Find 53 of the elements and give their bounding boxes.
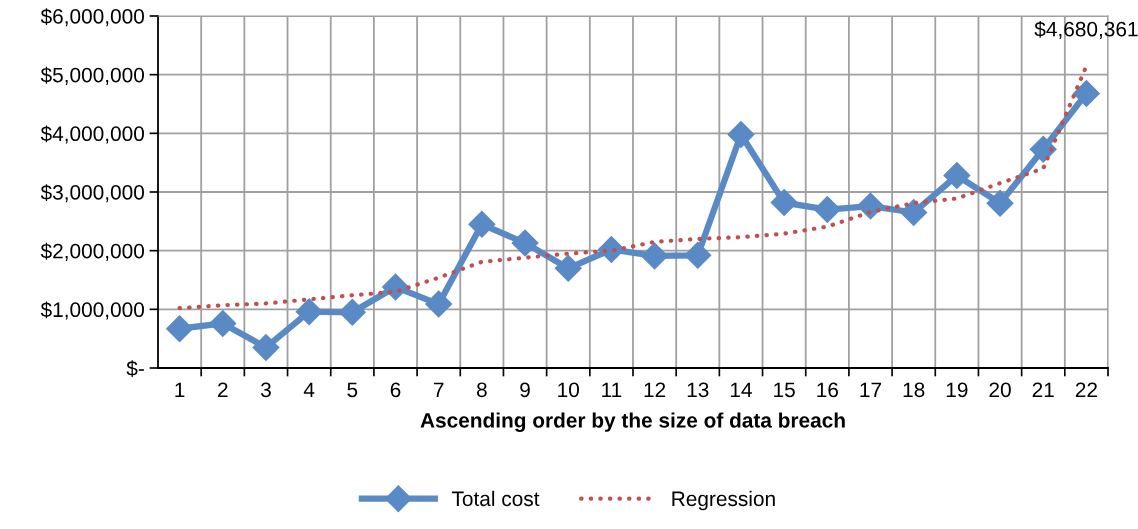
x-tick-label: 10 xyxy=(558,382,579,398)
x-tick-label: 22 xyxy=(1075,382,1097,397)
point xyxy=(943,162,971,190)
y-tick-label: $6,000,000 xyxy=(40,8,144,27)
x-tick-label: 16 xyxy=(817,382,838,398)
point xyxy=(252,334,280,361)
x-tick-label: 21 xyxy=(1032,382,1054,397)
x-tick-label: 7 xyxy=(433,382,444,397)
x-tick-label: 15 xyxy=(774,382,795,398)
x-tick-label: 11 xyxy=(602,382,622,397)
x-tick-label: 9 xyxy=(520,382,530,398)
point xyxy=(425,290,453,318)
point xyxy=(900,199,928,226)
x-tick-label: 12 xyxy=(644,382,666,397)
point xyxy=(727,121,755,148)
point xyxy=(209,309,237,337)
point xyxy=(684,241,712,269)
point xyxy=(295,298,323,326)
y-tick-label: $2,000,000 xyxy=(40,242,144,261)
x-tick-label: 13 xyxy=(687,382,709,398)
y-tick-label: $4,000,000 xyxy=(40,125,144,144)
point xyxy=(166,315,194,343)
y-tick-label: $1,000,000 xyxy=(40,301,144,320)
x-axis-title: Ascending order by the size of data breach xyxy=(420,412,845,432)
x-tick-label: 8 xyxy=(476,382,487,398)
y-tick-label: $3,000,000 xyxy=(40,184,144,203)
point xyxy=(554,254,582,282)
x-tick-label: 3 xyxy=(260,382,271,398)
point xyxy=(770,189,798,217)
x-tick-label: 20 xyxy=(989,382,1011,398)
x-tick-label: 5 xyxy=(347,382,358,398)
annotation: $4,680,361 xyxy=(1034,20,1138,39)
legend-label: Regression xyxy=(672,490,775,511)
x-tick-label: 17 xyxy=(860,382,882,397)
x-tick-label: 6 xyxy=(390,382,401,398)
x-tick-label: 14 xyxy=(730,382,752,397)
legend-label: Total cost xyxy=(451,490,540,507)
y-tick-label: $- xyxy=(126,360,144,377)
point xyxy=(986,189,1014,217)
y-tick-label: $5,000,000 xyxy=(40,66,144,85)
x-tick-label: 1 xyxy=(175,382,185,397)
x-tick-label: 4 xyxy=(303,382,315,397)
point xyxy=(813,196,841,224)
point xyxy=(1029,135,1057,163)
point xyxy=(511,229,539,257)
point xyxy=(338,298,366,326)
point xyxy=(468,210,496,238)
x-tick-label: 2 xyxy=(218,382,228,397)
point xyxy=(857,192,884,220)
x-tick-label: 19 xyxy=(946,382,968,398)
point xyxy=(1072,79,1100,107)
point xyxy=(641,242,669,270)
x-tick-label: 18 xyxy=(903,382,925,398)
